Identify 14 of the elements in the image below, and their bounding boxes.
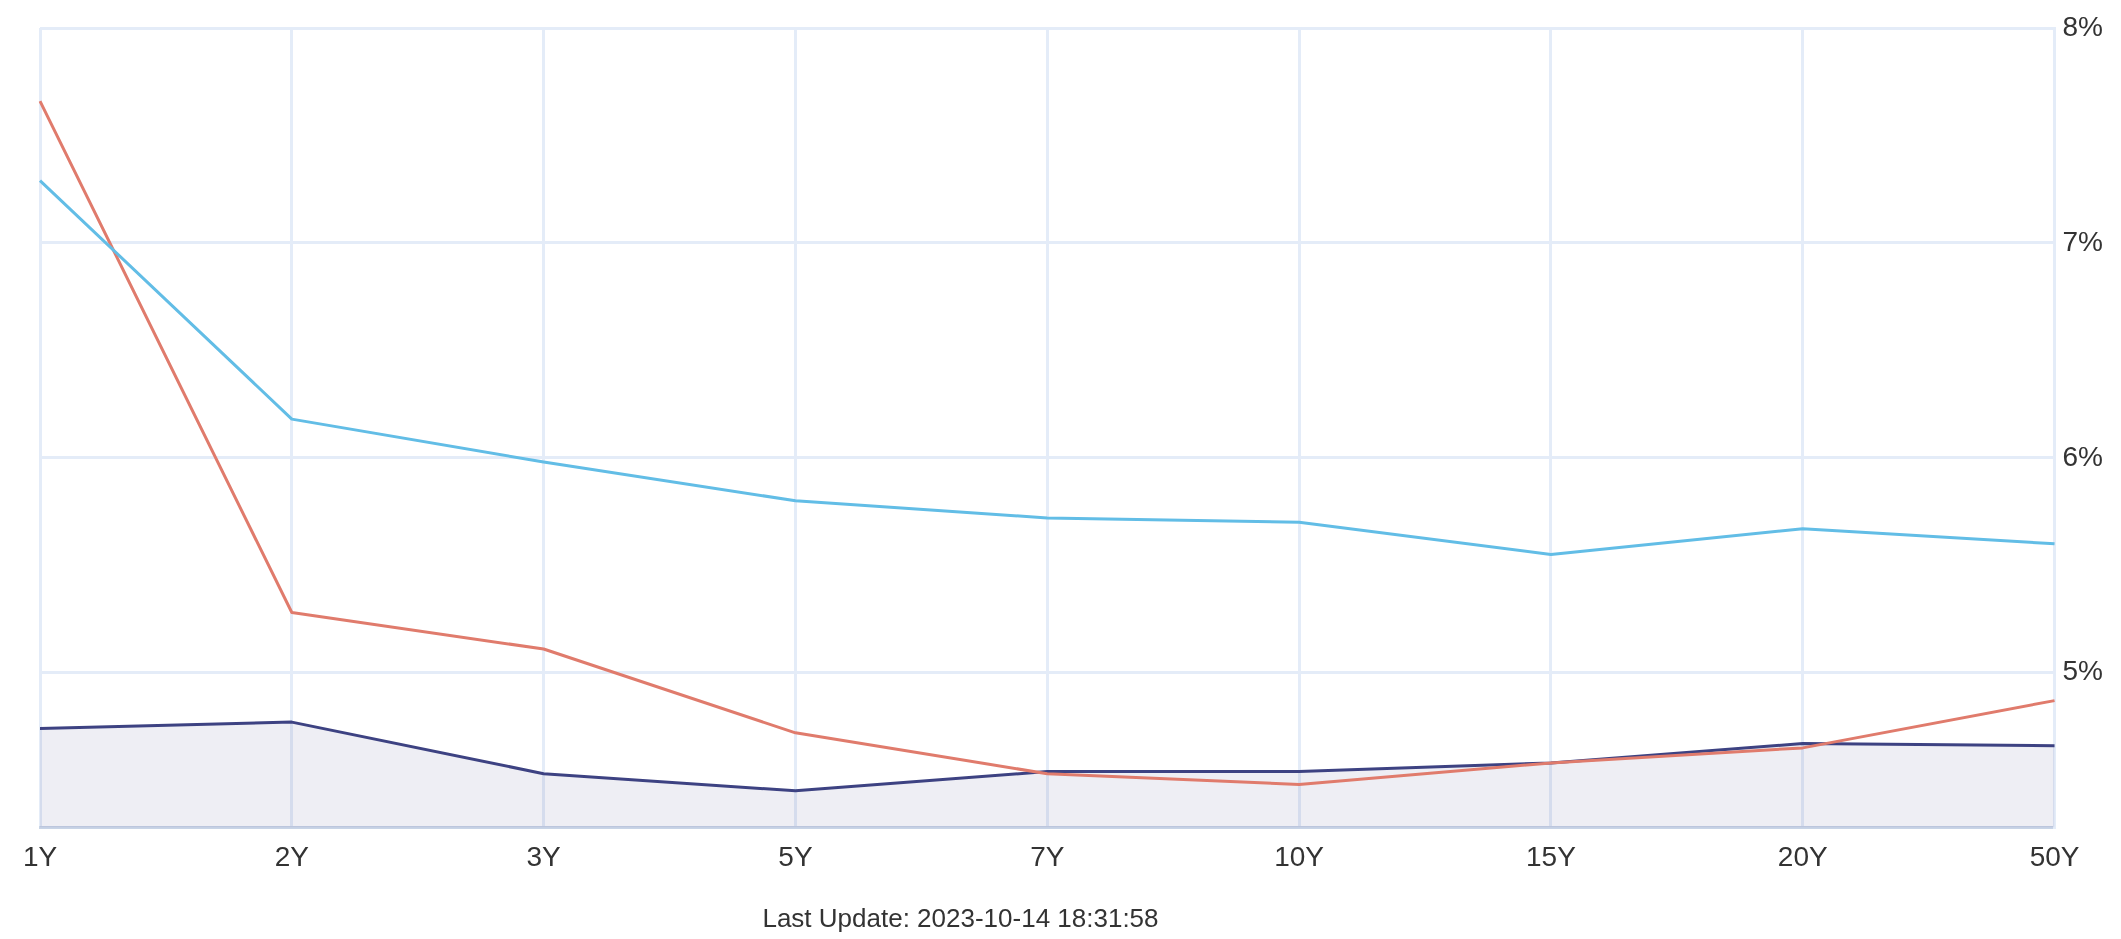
y-tick-label: 7% xyxy=(2062,225,2103,257)
x-tick-label: 5Y xyxy=(778,840,813,872)
y-tick-label: 5% xyxy=(2062,655,2103,687)
x-tick-label: 3Y xyxy=(526,840,562,872)
x-tick-label: 10Y xyxy=(1274,840,1325,872)
y-tick-label: 6% xyxy=(2062,440,2103,472)
text: Last Update: 2023-10-14 18:31:58 xyxy=(762,903,1159,934)
x-tick-label: 1Y xyxy=(22,840,58,872)
x-tick-label: 50Y xyxy=(2029,840,2080,872)
x-tick-label: 7Y xyxy=(1030,840,1065,872)
y-tick-label: 8% xyxy=(2062,10,2103,42)
x-tick-label: 20Y xyxy=(1777,840,1828,872)
x-tick-label: 2Y xyxy=(274,840,310,872)
x-tick-label: 15Y xyxy=(1525,840,1577,872)
